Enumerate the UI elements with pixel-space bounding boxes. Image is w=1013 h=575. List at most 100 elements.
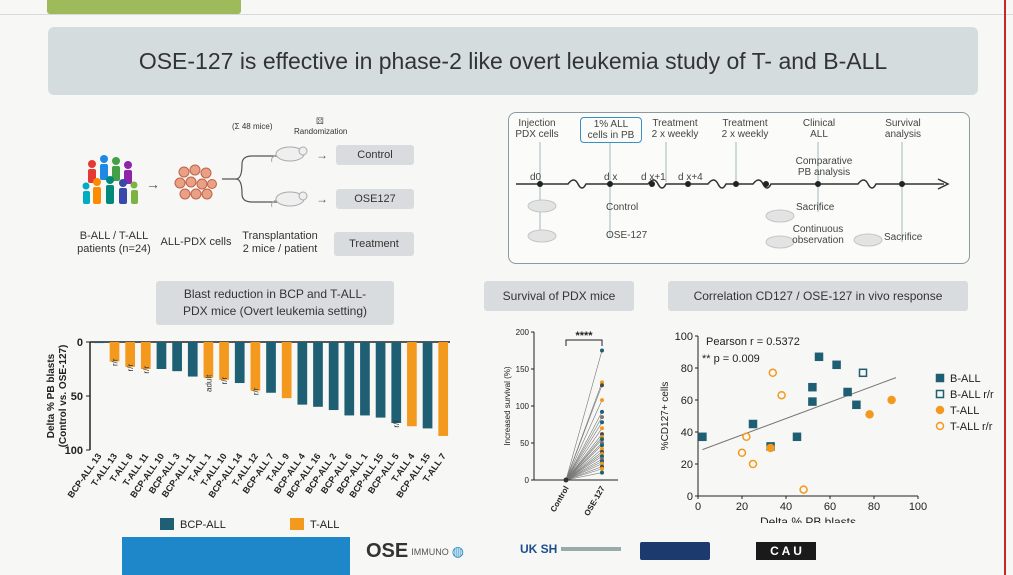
correlation-panel-title: Correlation CD127 / OSE-127 in vivo resp… [668,281,968,311]
timeline-step-2: 1% ALL cells in PB [580,117,642,143]
surv-pair-line [565,411,603,481]
surv-pair-line [565,350,603,481]
corr-y-tick-label: 80 [681,363,693,375]
bar [109,342,120,362]
step-6-line-1: Survival [885,118,921,129]
footer-accent-bar [122,537,350,575]
treatment-box: Treatment [334,232,414,256]
bar [234,342,245,384]
timeline-step-3: Treatment 2 x weekly [646,118,704,140]
step-3-line-1: Treatment [652,118,698,129]
corr-legend-marker [935,373,945,383]
corr-x-tick-label: 20 [736,501,748,513]
tick-dx4: d x+4 [678,172,703,183]
uksh-logo: UK SH [520,542,622,556]
ose-logo-sub: IMMUNO [411,546,449,557]
randomization-label: Randomization [294,127,348,136]
blast-title-line-1: Blast reduction in BCP and T-ALL- [183,287,367,301]
ose-logo-text: OSE [366,540,409,562]
arrow-ose-icon: → [316,192,328,206]
surv-significance: **** [575,330,593,342]
step-4-line-2: 2 x weekly [721,129,769,140]
corr-legend-label: T-ALL r/r [950,421,993,433]
bar [422,342,433,429]
bar [328,342,339,411]
arm-control-box: Control [336,145,414,165]
step-1-line-1: Injection [518,118,556,129]
comparative-line-1: Comparative [795,156,853,167]
bar [203,342,214,378]
surv-x-label-ose: OSE-127 [582,484,607,517]
surv-pair-line [565,468,603,481]
corr-point [748,419,758,429]
timeline-step-6: Survival analysis [878,118,928,140]
tick-d0: d0 [530,172,542,183]
corr-point [777,390,786,400]
corr-legend-label: B-ALL [950,373,981,385]
corr-point [852,400,861,410]
slide-edge-line [1004,0,1006,575]
comparative-line-2: PB analysis [797,167,851,178]
arrow-icon: → [146,176,160,192]
surv-pair-line [565,385,603,481]
survival-panel-title: Survival of PDX mice [484,281,634,311]
bar [281,342,292,399]
corr-point [698,432,707,442]
corr-x-axis-label: Delta % PB blasts [760,515,856,523]
bar [375,342,386,418]
blast-panel-title: Blast reduction in BCP and T-ALL- PDX mi… [156,281,394,325]
timeline-step-5: Clinical ALL [794,118,844,140]
surv-ose-point [600,380,604,385]
transplant-label: Transplantation 2 mice / patient [234,230,326,256]
bar [172,342,182,372]
surv-y-axis-label: Increased survival (%) [503,366,512,445]
bar-annotation: r/r [220,376,229,384]
corr-legend-label: B-ALL r/r [950,389,994,401]
timeline-control-label: Control [606,202,639,213]
surv-pair-line [565,422,603,481]
pdx-cells-icon [172,162,218,206]
timeline-svg [516,142,950,249]
corr-x-tick-label: 80 [868,501,880,513]
surv-ose-point [600,437,604,442]
corr-point [814,352,824,362]
surv-pair-line [565,439,603,481]
corr-point [887,395,896,405]
mouse-control-icon [270,142,312,164]
header-accent-tab [47,0,241,14]
surv-pair-line [565,466,603,481]
surv-pair-line [565,453,603,481]
bar [187,342,198,377]
corr-stats-r: Pearson r = 0.5372 [706,336,800,348]
randomization-lines [218,150,286,208]
corr-point [865,410,874,419]
transplant-label-line-1: Transplantation [242,230,318,242]
surv-pair-line [565,461,603,481]
bar-y-tick-label: 100 [65,445,83,457]
corr-point [737,448,747,458]
header-divider [0,14,1013,15]
surv-ose-point [600,398,604,403]
timeline-diagram [508,112,968,262]
corr-legend-label: T-ALL [950,405,979,417]
patients-label-line-1: B-ALL / T-ALL [79,230,149,242]
corr-y-tick-label: 60 [681,395,693,407]
surv-ose-point [600,415,604,420]
survival-chart: 0 50 100 150 200 Increased survival (%) **** Co… [503,328,618,517]
surv-pair-line [565,463,603,481]
bar-annotation: r/r [392,420,401,428]
surv-pair-line [565,472,603,481]
bar-y-tick-label: 50 [71,391,83,403]
timeline-panel [508,112,970,264]
corr-x-tick-label: 100 [909,501,927,513]
corr-trend-line [702,377,897,451]
surv-ose-point [600,348,604,353]
bar-annotation: r/r [111,358,120,366]
mouse-ose-icon [270,187,312,209]
surv-ose-point [600,454,604,459]
bar [219,342,229,380]
corr-y-axis-label: %CD127+ cells [660,382,671,451]
corr-y-tick-label: 40 [681,427,693,439]
bar [297,342,308,405]
